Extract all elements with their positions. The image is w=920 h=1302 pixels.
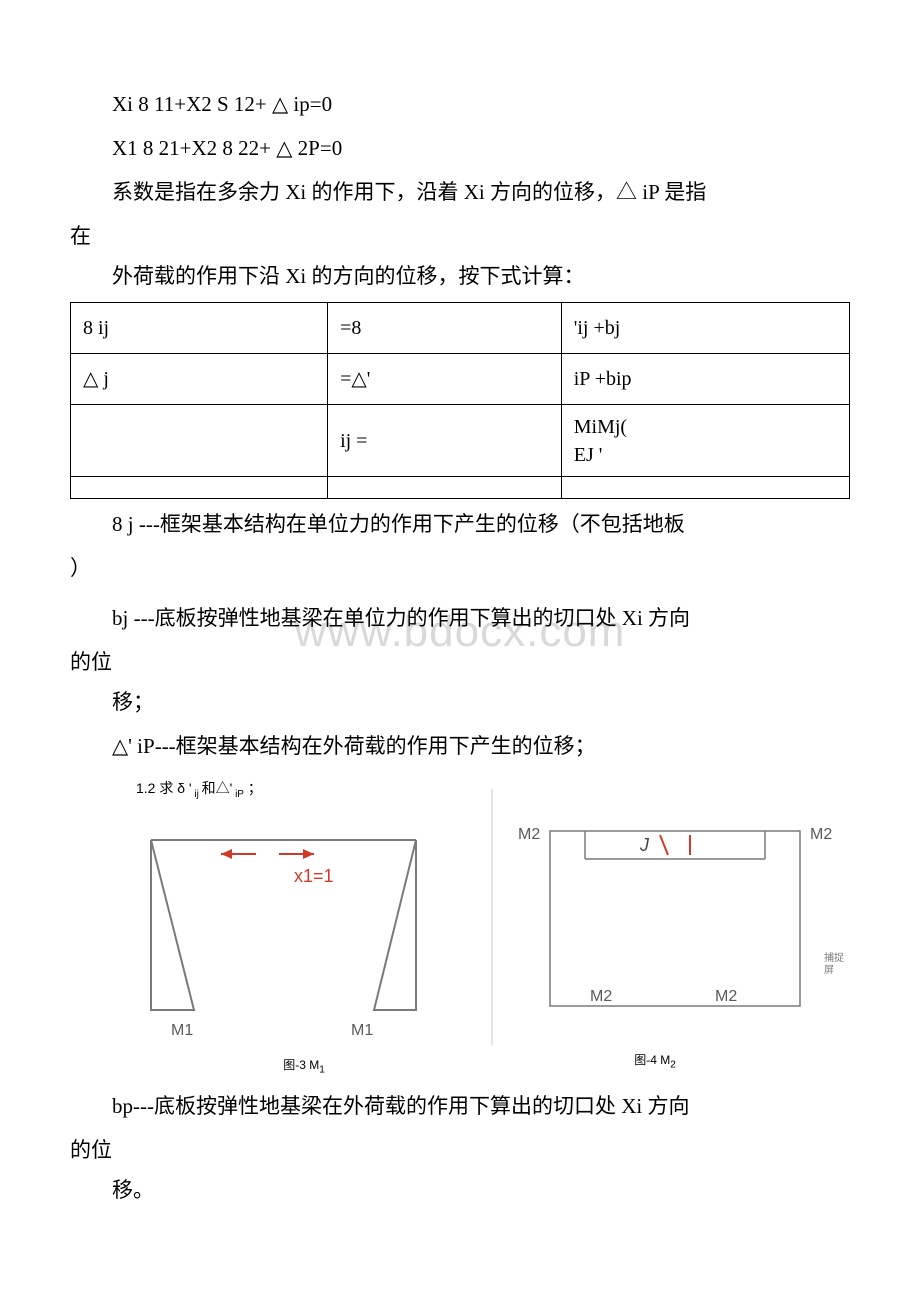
table-row: ij = MiMj( EJ ' bbox=[71, 405, 850, 477]
figure-4-caption: 图-4 M2 bbox=[460, 1049, 850, 1074]
cell: MiMj( EJ ' bbox=[561, 405, 849, 477]
cell bbox=[561, 477, 849, 499]
cell: =8 bbox=[328, 303, 562, 354]
figure-3: 1.2 求 δ ' ij 和△' iP ； x1=1 M1 M1 bbox=[126, 775, 482, 1079]
m2-tr: M2 bbox=[810, 826, 832, 843]
figure-4-svg: J M2 M2 M2 M2 bbox=[490, 789, 850, 1045]
m2-bl: M2 bbox=[590, 988, 612, 1005]
para-3b: ） bbox=[70, 549, 850, 589]
caption-text: 图-3 M bbox=[283, 1058, 319, 1072]
figure-4: J M2 M2 M2 M2 捕捉 屏 图-4 M2 bbox=[490, 775, 850, 1079]
para-6: △' iP---框架基本结构在外荷载的作用下产生的位移； bbox=[70, 727, 850, 767]
caption-text: 图-4 M bbox=[634, 1053, 670, 1067]
para-1b: 在 bbox=[70, 217, 850, 257]
caption-sub: 2 bbox=[670, 1059, 676, 1070]
figures-row: 1.2 求 δ ' ij 和△' iP ； x1=1 M1 M1 bbox=[126, 775, 850, 1079]
cell: iP +bip bbox=[561, 354, 849, 405]
para-7b: 的位 bbox=[70, 1131, 850, 1171]
figure-title: 1.2 求 δ ' ij 和△' iP ； bbox=[136, 775, 482, 804]
para-3a: 8 j ---框架基本结构在单位力的作用下产生的位移（不包括地板 bbox=[70, 505, 850, 545]
para-5: 移； bbox=[70, 683, 850, 723]
j-label: J bbox=[639, 835, 650, 855]
cell: 8 ij bbox=[71, 303, 328, 354]
para-4b: 的位 bbox=[70, 643, 850, 683]
m1-left-label: M1 bbox=[171, 1022, 193, 1039]
table-row: 8 ij =8 'ij +bj bbox=[71, 303, 850, 354]
cell: ij = bbox=[328, 405, 562, 477]
para-1a: 系数是指在多余力 Xi 的作用下，沿着 Xi 方向的位移，△ iP 是指 bbox=[70, 173, 850, 213]
para-8: 移。 bbox=[70, 1171, 850, 1211]
x1-label: x1=1 bbox=[294, 866, 334, 886]
m2-br: M2 bbox=[715, 988, 737, 1005]
m1-right-label: M1 bbox=[351, 1022, 373, 1039]
cell: 'ij +bj bbox=[561, 303, 849, 354]
table-row bbox=[71, 477, 850, 499]
table-row: △ j =△' iP +bip bbox=[71, 354, 850, 405]
cell: △ j bbox=[71, 354, 328, 405]
cell bbox=[71, 477, 328, 499]
para-2: 外荷载的作用下沿 Xi 的方向的位移，按下式计算： bbox=[70, 257, 850, 297]
caption-sub: 1 bbox=[319, 1064, 325, 1075]
equation-2: X1 8 21+X2 8 22+ △ 2P=0 bbox=[70, 129, 850, 169]
figure-3-svg: x1=1 M1 M1 bbox=[126, 810, 456, 1050]
cell: =△' bbox=[328, 354, 562, 405]
cell bbox=[328, 477, 562, 499]
figure-3-caption: 图-3 M1 bbox=[126, 1054, 482, 1079]
m2-tl: M2 bbox=[518, 826, 540, 843]
fig-title-text: 1.2 求 δ ' ij 和△' iP ； bbox=[136, 780, 262, 796]
cell bbox=[71, 405, 328, 477]
para-7a: bp---底板按弹性地基梁在外荷载的作用下算出的切口处 Xi 方向 bbox=[70, 1087, 850, 1127]
equation-1: Xi 8 11+X2 S 12+ △ ip=0 bbox=[70, 85, 850, 125]
capture-note: 捕捉 屏 bbox=[824, 953, 844, 977]
para-4a: bj ---底板按弹性地基梁在单位力的作用下算出的切口处 Xi 方向 bbox=[70, 599, 850, 639]
formula-table: 8 ij =8 'ij +bj △ j =△' iP +bip ij = MiM… bbox=[70, 302, 850, 499]
